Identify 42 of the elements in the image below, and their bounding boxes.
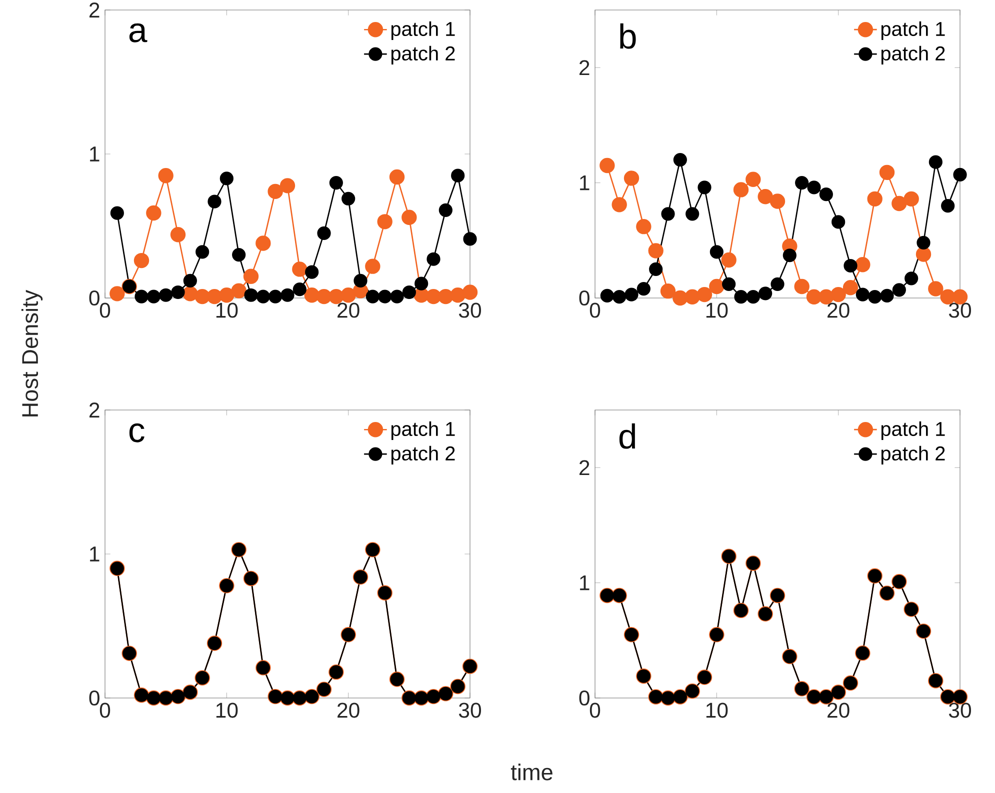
x-tick-label: 10 [216, 302, 238, 318]
x-tick-label: 0 [100, 302, 110, 318]
y-tick-label: 1 [90, 146, 100, 162]
y-tick-label: 2 [89, 2, 100, 18]
y-tick-label: 1 [580, 575, 590, 590]
x-tick-label: 0 [100, 702, 110, 718]
y-tick-label: 0 [579, 690, 590, 706]
x-axis-title: time [510, 764, 552, 780]
y-axis-title: Host Density [21, 290, 43, 416]
annotation: c [129, 423, 144, 442]
y-tick-label: 0 [579, 290, 590, 306]
y-tick-label: 0 [89, 690, 100, 706]
x-tick-label: 30 [458, 302, 482, 318]
y-tick-label: 1 [580, 175, 590, 190]
x-tick-label: 20 [338, 302, 360, 318]
x-tick-label: 10 [706, 702, 728, 718]
y-tick-label: 2 [89, 402, 100, 418]
x-tick-label: 30 [458, 702, 482, 718]
legend-label: patch 1 [881, 421, 945, 440]
legend-label: patch 2 [881, 446, 945, 464]
y-tick-label: 2 [580, 60, 590, 76]
legend-label: patch 1 [391, 21, 455, 40]
y-tick-label: 1 [90, 546, 100, 562]
x-tick-label: 0 [590, 302, 600, 318]
legend-label: patch 1 [881, 21, 945, 40]
x-tick-label: 30 [948, 302, 972, 318]
legend-label: patch 2 [881, 46, 945, 64]
annotation: a [129, 23, 148, 42]
x-tick-label: 30 [948, 702, 972, 718]
legend-label: patch 2 [391, 446, 455, 464]
x-tick-label: 20 [338, 702, 360, 718]
annotation: d [619, 423, 636, 449]
x-tick-label: 0 [590, 702, 600, 718]
x-tick-label: 10 [706, 302, 728, 318]
y-tick-label: 2 [580, 460, 590, 476]
x-tick-label: 10 [216, 702, 238, 718]
y-tick-label: 0 [89, 290, 100, 306]
x-tick-label: 20 [828, 302, 850, 318]
x-tick-label: 20 [828, 702, 850, 718]
annotation: b [620, 23, 636, 49]
legend-label: patch 2 [391, 46, 455, 64]
legend-label: patch 1 [391, 421, 455, 440]
